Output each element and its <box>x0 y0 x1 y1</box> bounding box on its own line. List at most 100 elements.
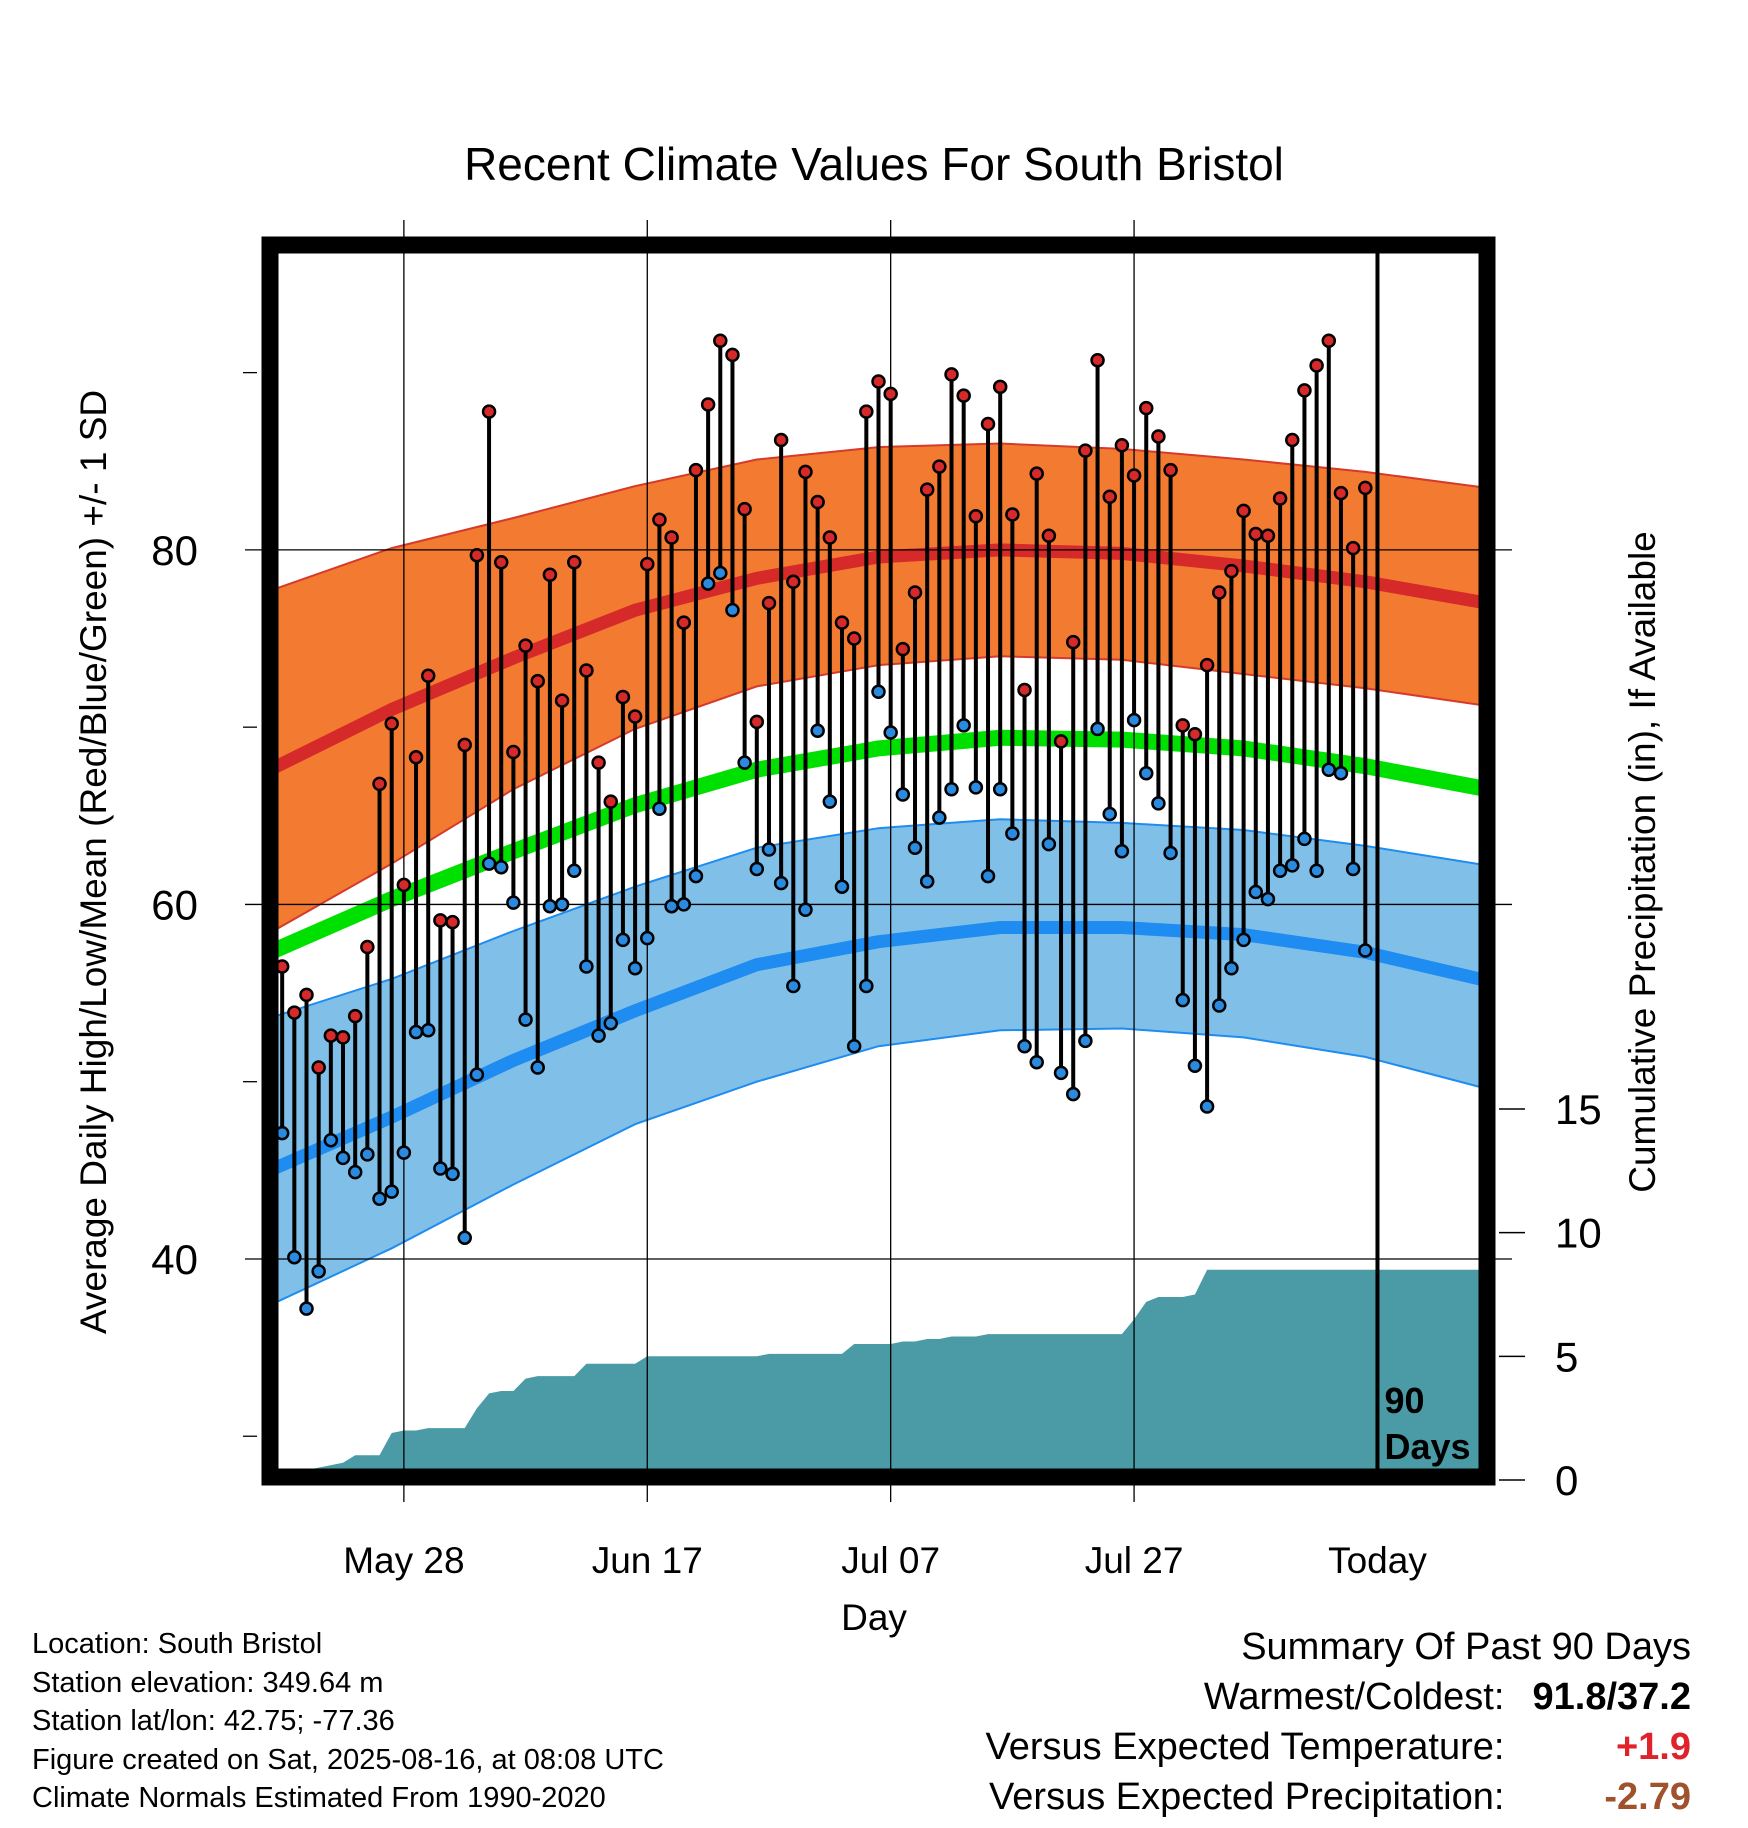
high-point <box>944 367 959 382</box>
low-point <box>445 1166 460 1182</box>
low-point <box>652 801 667 816</box>
summary-precip-row: Versus Expected Precipitation: -2.79 <box>986 1772 1691 1822</box>
high-point <box>1199 657 1215 673</box>
high-point <box>822 530 838 545</box>
low-point <box>968 780 984 795</box>
high-point <box>700 397 716 412</box>
high-point <box>603 794 619 809</box>
low-point <box>347 1164 363 1180</box>
summary-panel: Summary Of Past 90 Days Warmest/Coldest:… <box>986 1622 1691 1822</box>
info-elevation: Station elevation: 349.64 m <box>32 1666 384 1699</box>
high-point <box>433 913 448 928</box>
low-point <box>1358 943 1373 958</box>
high-point <box>932 459 947 474</box>
y-tick-label: 80 <box>151 527 198 574</box>
low-point <box>859 978 874 994</box>
high-point <box>1017 682 1032 698</box>
low-point <box>1175 992 1190 1008</box>
high-point <box>1138 400 1154 416</box>
high-point <box>1333 485 1349 501</box>
x-tick-label: May 28 <box>343 1540 464 1581</box>
high-point <box>396 877 412 893</box>
low-point <box>603 1015 619 1031</box>
low-point <box>1126 712 1142 728</box>
low-point <box>433 1161 448 1176</box>
high-point <box>457 737 472 753</box>
low-point <box>1151 796 1166 811</box>
y-tick-label: 40 <box>151 1236 198 1283</box>
info-latlon: Station lat/lon: 42.75; -77.36 <box>32 1705 395 1737</box>
low-point <box>822 794 838 809</box>
low-point <box>518 1012 533 1027</box>
high-point <box>323 1028 339 1043</box>
high-point <box>1151 429 1166 444</box>
high-point <box>554 693 570 708</box>
high-point <box>1297 383 1312 398</box>
high-point <box>1248 526 1264 542</box>
high-point <box>664 530 679 545</box>
high-point <box>1126 468 1142 483</box>
low-point <box>871 684 886 699</box>
low-point <box>1187 1058 1203 1073</box>
x-tick-label: Jul 27 <box>1085 1540 1184 1581</box>
chart-title: Recent Climate Values For South Bristol <box>464 138 1284 190</box>
high-point <box>469 547 485 563</box>
station-info: Location: South Bristol Station elevatio… <box>32 1625 664 1818</box>
high-point <box>676 615 692 630</box>
low-point <box>980 868 996 884</box>
low-point <box>408 1024 424 1040</box>
low-point <box>372 1191 387 1206</box>
high-point <box>518 638 533 653</box>
low-point <box>1065 1086 1081 1102</box>
low-point <box>786 978 801 994</box>
high-point <box>737 501 752 517</box>
high-point <box>1236 503 1251 519</box>
low-point <box>1090 721 1105 737</box>
high-point <box>1187 727 1203 742</box>
plot-frame <box>261 236 1496 1486</box>
low-point <box>688 868 704 884</box>
low-point <box>335 1150 351 1166</box>
high-point <box>591 755 606 770</box>
high-point <box>567 555 582 570</box>
high-point <box>1345 540 1361 556</box>
low-point <box>420 1023 436 1038</box>
low-point <box>506 895 521 910</box>
low-point <box>384 1184 399 1199</box>
low-point <box>530 1060 545 1075</box>
high-point <box>810 494 825 510</box>
high-point <box>688 462 704 478</box>
high-point <box>360 939 375 955</box>
high-point <box>408 750 424 765</box>
high-point <box>493 555 509 570</box>
low-point <box>1272 863 1288 878</box>
y-tick-label: 60 <box>151 881 198 928</box>
low-point <box>1260 891 1276 907</box>
high-point <box>1321 333 1337 348</box>
low-point <box>895 787 911 802</box>
summary-temp-label: Versus Expected Temperature: <box>985 1726 1505 1768</box>
high-point <box>798 464 813 480</box>
high-point <box>968 508 984 524</box>
high-point <box>725 347 740 363</box>
high-point <box>883 386 898 402</box>
low-point <box>481 856 497 871</box>
low-point <box>883 725 898 740</box>
high-point <box>652 512 667 528</box>
x-tick-label: Jun 17 <box>592 1540 703 1581</box>
high-point <box>445 914 460 930</box>
low-point <box>749 861 765 877</box>
low-point <box>579 959 594 974</box>
info-created: Figure created on Sat, 2025-08-16, at 08… <box>32 1743 664 1776</box>
low-point <box>323 1132 339 1148</box>
x-axis-label: Day <box>841 1597 907 1638</box>
high-point <box>1065 634 1081 650</box>
high-point <box>761 595 777 611</box>
summary-precip-label: Versus Expected Precipitation: <box>989 1776 1505 1818</box>
low-point <box>737 755 752 770</box>
low-point <box>919 874 935 889</box>
high-point <box>1285 432 1300 448</box>
high-point <box>311 1060 326 1075</box>
high-point <box>907 585 923 600</box>
